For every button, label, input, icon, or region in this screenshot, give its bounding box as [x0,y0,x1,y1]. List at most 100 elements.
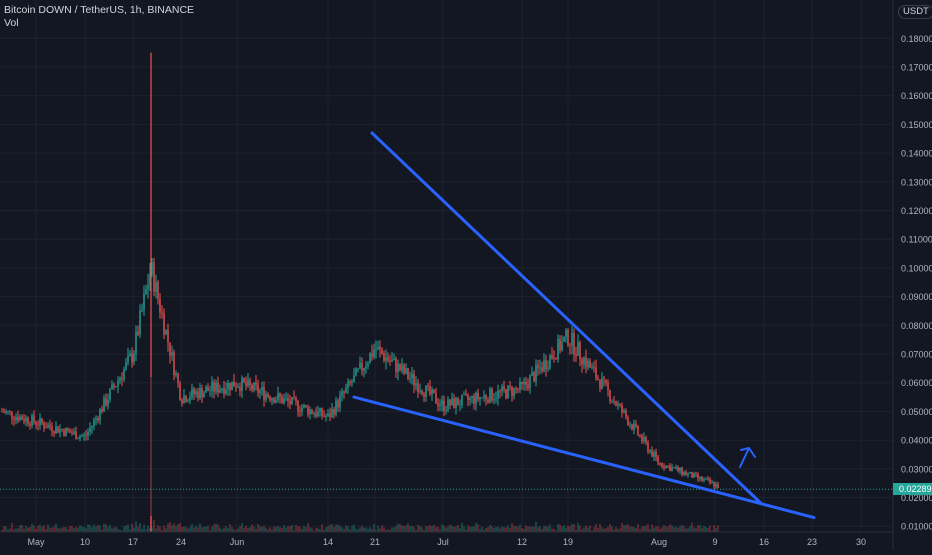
volume-bar [481,526,483,532]
candle-body [297,401,299,412]
candle-body [123,368,125,380]
candle-body [715,484,717,487]
volume-bar [271,529,273,532]
volume-bar [371,529,373,532]
volume-bar [697,525,699,532]
volume-bar [679,525,681,532]
candle-body [153,262,155,292]
candle-body [679,467,681,472]
candle-body [645,437,647,443]
volume-bar [77,527,79,532]
volume-bar [173,523,175,532]
candle-body [243,377,245,383]
volume-bar [265,528,267,532]
volume-bar [537,527,539,532]
volume-bar [167,523,169,532]
candle-body [561,341,563,351]
volume-bar [107,527,109,532]
volume-bar [413,526,415,532]
candle-body [357,368,359,370]
candle-body [587,360,589,368]
volume-bar [557,524,559,532]
volume-bar [465,529,467,532]
volume-bar [489,524,491,532]
candle-body [213,382,215,392]
volume-bar [417,524,419,532]
candle-body [57,426,59,433]
volume-bar [629,526,631,532]
volume-bar [359,527,361,532]
candle-body [639,434,641,436]
volume-bar [301,528,303,532]
price-tick-label: 0.09000 [901,292,932,302]
time-tick-label: 10 [80,537,90,547]
candle-body [265,394,267,400]
candle-body [189,397,191,401]
candle-body [291,396,293,405]
volume-bar [227,528,229,532]
price-tick-label: 0.10000 [901,263,932,273]
candle-body [97,418,99,421]
volume-bar [531,526,533,532]
candle-body [83,435,85,436]
candle-body [591,366,593,368]
volume-bar [323,529,325,532]
volume-bar [559,524,561,532]
candle-body [401,364,403,371]
candle-body [355,368,357,376]
currency-badge[interactable]: USDT [898,5,932,19]
volume-bar [33,525,35,532]
volume-bar [391,527,393,532]
price-tick-label: 0.05000 [901,407,932,417]
volume-bar [681,525,683,532]
candle-body [559,339,561,351]
volume-bar [15,528,17,532]
candle-body [135,331,137,354]
candle-body [623,410,625,413]
candle-body [529,375,531,389]
candle-body [121,378,123,380]
candle-body [363,368,365,371]
volume-bar [213,524,215,532]
candle-body [51,426,53,432]
volume-bar [707,527,709,532]
candle-body [95,418,97,420]
candle-body [699,476,701,479]
volume-bar [7,529,9,532]
volume-bar [235,530,237,532]
candle-body [655,452,657,458]
candle-body [19,416,21,421]
volume-bar [329,524,331,532]
price-tick-label: 0.13000 [901,177,932,187]
volume-bar [669,524,671,532]
volume-bar [599,523,601,532]
candle-body [65,428,67,436]
volume-bar [91,527,93,532]
volume-bar [1,529,3,532]
volume-bar [625,524,627,532]
candle-body [63,430,65,436]
volume-bar [53,526,55,532]
volume-bar [49,527,51,532]
candle-body [351,382,353,384]
volume-bar [479,529,481,532]
price-tick-label: 0.01000 [901,522,932,532]
volume-bar [113,527,115,532]
volume-bar [513,526,515,532]
candle-body [389,360,391,362]
candle-body [79,436,81,439]
candle-body [431,389,433,395]
volume-bar [343,529,345,532]
volume-bar [703,525,705,532]
candle-body [9,411,11,413]
candle-body [703,479,705,481]
candle-body [325,416,327,418]
candle-body [335,400,337,415]
volume-bar [517,526,519,532]
candle-body [207,387,209,391]
volume-bar [577,522,579,532]
volume-bar [341,527,343,532]
candle-body [465,394,467,396]
